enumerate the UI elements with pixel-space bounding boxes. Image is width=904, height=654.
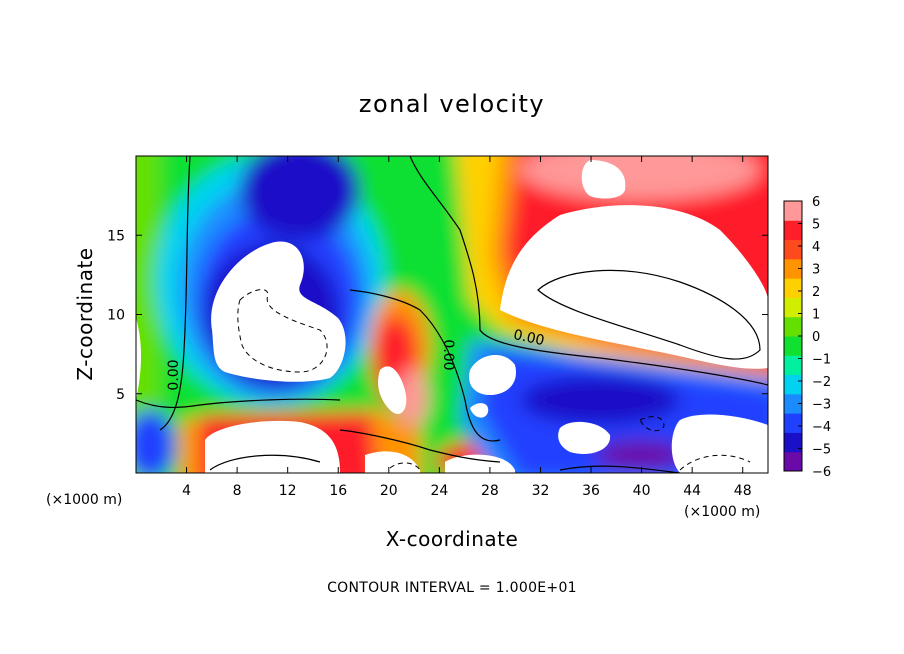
x-tick-label: 36	[582, 483, 600, 499]
off-scale-region	[470, 403, 489, 418]
contour-line	[409, 156, 768, 386]
off-scale-region	[445, 454, 515, 473]
colorbar-tick-label: 4	[812, 240, 820, 255]
colorbar-tick-label: −3	[812, 398, 831, 413]
contour-line	[159, 156, 191, 431]
colorbar-swatch	[784, 297, 802, 318]
colorbar-tick-label: −4	[812, 420, 831, 435]
colorbar-swatch	[784, 239, 802, 260]
colorbar-swatch	[784, 336, 802, 356]
colorbar-swatch	[784, 432, 802, 453]
colorbar-tick-label: 1	[812, 308, 820, 323]
y-tick-label: 10	[107, 308, 125, 324]
colorbar-tick-label: 0	[812, 330, 820, 345]
y-tick-label: 15	[107, 228, 125, 244]
off-scale-region	[500, 205, 768, 369]
contour-interval-note: CONTOUR INTERVAL = 1.000E+01	[327, 580, 577, 596]
off-scale-region	[671, 414, 768, 473]
off-scale-region	[469, 354, 516, 395]
x-tick-label: 12	[279, 483, 297, 499]
colorbar-swatch	[784, 201, 802, 221]
colorbar-swatch	[784, 258, 802, 279]
chart-title: zonal velocity	[359, 90, 545, 118]
contour-line	[136, 398, 341, 409]
x-tick-label: 28	[481, 483, 499, 499]
contour-line-dashed	[679, 454, 751, 471]
contour-line-dashed	[237, 289, 328, 373]
x-tick-label: 44	[683, 483, 701, 499]
colorbar-tick-label: 2	[812, 285, 820, 300]
contour-line	[339, 429, 501, 463]
colorbar-swatch	[784, 220, 802, 241]
off-scale-region	[205, 420, 340, 473]
contour-line	[559, 465, 681, 473]
colorbar-swatch	[784, 451, 802, 472]
contour-line-dashed	[639, 416, 665, 432]
off-scale-region	[581, 160, 626, 199]
colorbar-swatch	[784, 355, 802, 376]
x-unit-label: (×1000 m)	[684, 504, 760, 520]
colorbar-ticks: 6 5 4 3 2 1 0 −1 −2 −3 −4 −5 −6	[798, 195, 831, 480]
heatmap-field	[136, 156, 768, 473]
colorbar-tick-label: 6	[812, 195, 820, 210]
x-axis-label: X-coordinate	[386, 527, 519, 551]
colorbar-tick-label: 5	[812, 218, 820, 233]
x-axis-ticks: 4 8 12 16 20 24 28 32 36 40 44 48	[182, 156, 752, 499]
contour-labels: 0.00 0.00 0.00	[166, 327, 546, 391]
contour-label: 0.00	[166, 359, 182, 390]
y-axis-ticks: 5 10 15	[107, 228, 768, 403]
x-tick-label: 16	[329, 483, 347, 499]
x-tick-label: 48	[734, 483, 752, 499]
colorbar-tick-label: −6	[812, 465, 831, 480]
x-tick-label: 4	[182, 483, 191, 499]
off-scale-region	[211, 241, 346, 382]
colorbar-tick-label: −5	[812, 443, 831, 458]
contour-line	[537, 269, 761, 360]
colorbar-swatch	[784, 413, 802, 433]
x-tick-label: 20	[380, 483, 398, 499]
x-tick-label: 8	[233, 483, 242, 499]
contour-line	[349, 289, 501, 442]
x-tick-label: 32	[532, 483, 550, 499]
off-scale-region	[558, 421, 611, 455]
contour-label: 0.00	[440, 339, 456, 370]
colorbar-tick-label: 3	[812, 263, 820, 278]
colorbar-tick-label: −2	[812, 375, 831, 390]
off-scale-region	[365, 451, 420, 473]
colorbar-swatch	[784, 374, 802, 395]
y-axis-label: Z-coordinate	[73, 247, 97, 380]
x-tick-label: 24	[430, 483, 448, 499]
colorbar-swatch	[784, 278, 802, 298]
contour-label: 0.00	[512, 327, 546, 349]
contour-line	[209, 454, 321, 471]
y-unit-label: (×1000 m)	[46, 492, 122, 508]
off-scale-region	[136, 318, 142, 400]
y-tick-label: 5	[116, 387, 125, 403]
colorbar-swatch	[784, 316, 802, 337]
colorbar-tick-label: −1	[812, 353, 831, 368]
contour-line-dashed	[389, 462, 421, 471]
x-tick-label: 40	[633, 483, 651, 499]
colorbar-swatch	[784, 393, 802, 414]
off-scale-region	[378, 366, 407, 414]
